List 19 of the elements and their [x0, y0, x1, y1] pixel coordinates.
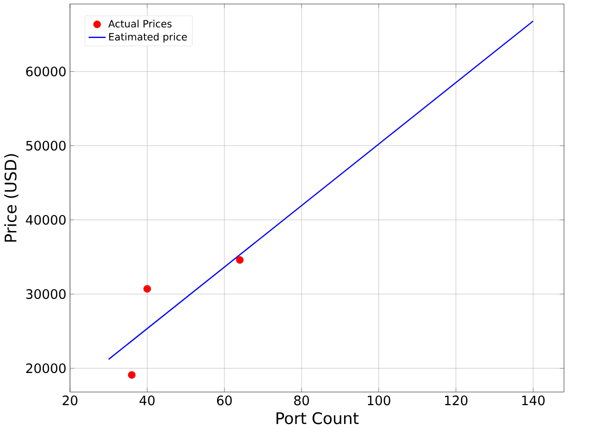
point — [128, 371, 136, 379]
x-tick-label: 80 — [294, 396, 309, 406]
x-tick-label: 140 — [522, 396, 545, 406]
y-axis-title: Price (USD) — [4, 154, 18, 242]
x-tick-label: 120 — [445, 396, 468, 406]
x-tick-label: 40 — [140, 396, 155, 406]
x-tick-label: 60 — [217, 396, 232, 406]
point — [143, 285, 151, 293]
x-tick-label: 20 — [62, 396, 78, 406]
y-tick-label: 30000 — [26, 289, 66, 299]
y-tick-label: 40000 — [26, 214, 66, 225]
y-tick-label: 60000 — [26, 66, 66, 76]
y-tick-label: 50000 — [26, 140, 66, 151]
legend-label: Eatimated price — [109, 32, 187, 43]
legend-label: Actual Prices — [108, 20, 172, 28]
x-axis-title: Port Count — [276, 412, 359, 424]
y-tick-label: 20000 — [26, 363, 66, 374]
point — [236, 256, 244, 264]
x-tick-label: 100 — [368, 396, 390, 406]
